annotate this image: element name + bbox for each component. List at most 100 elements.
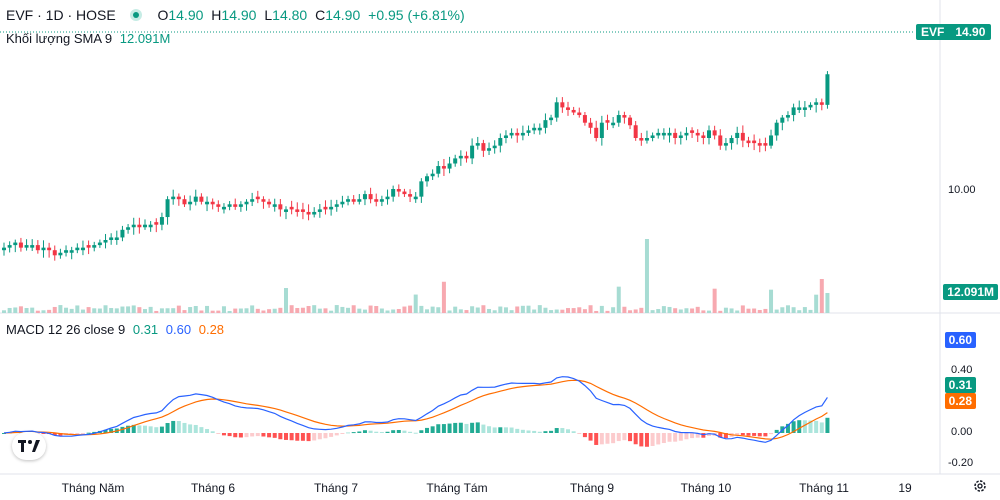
candle-body [639,138,644,141]
volume-label: Khối lượng SMA 9 [6,31,113,46]
volume-bar [520,305,525,313]
macd-hist-bar [109,428,114,433]
volume-bar [611,307,616,313]
macd-hist-bar [221,433,226,436]
candle-body [588,122,593,128]
macd-hist-bar [690,433,695,439]
candle-body [509,132,514,136]
volume-bar [492,310,497,313]
candle-body [295,209,300,212]
volume-bar [413,294,418,313]
volume-bar [148,306,153,313]
volume-bar [752,308,757,313]
volume-bar [577,307,582,313]
volume-bar [740,305,745,313]
macd-hist-bar [41,433,46,434]
candle-body [250,199,255,202]
volume-bar [35,310,40,313]
macd-hist-bar [329,433,334,437]
macd-hist-bar [644,433,649,447]
candle-body [75,247,80,251]
candle-body [193,196,198,202]
candle-body [464,155,469,159]
macd-hist-bar [599,433,604,445]
macd-signal-tag: 0.28 [944,393,976,409]
macd-hist-bar [718,433,723,438]
macd-hist-bar [267,433,272,438]
volume-bar [408,305,413,313]
macd-legend: MACD 12 26 close 9 0.31 0.60 0.28 [6,322,224,337]
candle-body [785,115,790,118]
chart-grid [0,0,1000,475]
macd-hist-bar [650,433,655,446]
volume-bar [487,308,492,313]
candle-body [752,140,757,144]
volume-bar [244,308,249,313]
x-tick-label: Tháng Năm [61,481,125,495]
macd-hist-bar [391,430,396,433]
macd-hist-bar [323,433,328,439]
macd-hist-bar [543,431,548,433]
candle-body [441,166,446,169]
candle-body [233,204,238,207]
candle-body [216,204,221,207]
macd-hist-bar [735,433,740,435]
volume-bar [86,307,91,313]
macd-hist-bar [75,433,80,434]
volume-bar [498,306,503,313]
macd-hist-bar [425,427,429,433]
volume-bar [785,305,790,313]
candle-body [278,204,283,210]
symbol-price-tag: EVF 14.90 [916,24,992,40]
candle-body [131,224,136,228]
candle-body [481,143,486,151]
volume-bar [216,310,221,313]
macd-hist-bar [334,433,339,436]
volume-bar [458,309,463,313]
volume-bar [453,306,458,313]
candle-body [227,204,232,207]
macd-hist-bar [255,433,260,437]
candle-body [554,102,559,118]
macd-hist-bar [458,422,463,433]
candle-body [199,196,204,202]
candle-body [176,196,181,200]
tradingview-logo-icon[interactable] [12,432,46,460]
candle-body [566,107,570,110]
volume-bar [289,305,294,313]
macd-hist-bar [176,421,181,433]
price-tag-symbol: EVF [921,25,945,39]
volume-bar [729,308,734,313]
low-value: 14.80 [272,7,308,23]
volume-bar [554,309,559,313]
candle-body [419,181,424,197]
macd-hist-bar [368,430,373,433]
candle-body [58,252,63,256]
volume-bar [272,308,277,313]
macd-hist-bar [560,428,565,433]
candle-body [436,166,441,174]
macd-hist-bar [616,433,621,442]
macd-hist-tag: 0.31 [944,377,976,393]
volume-bar [515,306,520,313]
volume-bar [616,286,621,313]
volume-bar [712,288,717,313]
candle-body [515,132,520,136]
macd-hist-bar [430,426,435,433]
symbol-legend: EVF · 1D · HOSE O14.90 H14.90 L14.80 C14… [6,7,465,23]
candle-body [582,115,587,123]
candle-body [661,132,666,136]
macd-hist-bar [554,428,559,433]
macd-axis-tick: 0.00 [951,426,973,438]
macd-hist-bar [582,433,587,438]
volume-bar [58,305,63,313]
candle-body [148,224,153,228]
macd-hist-bar [362,430,367,433]
macd-hist-bar [126,425,131,433]
candle-body [780,117,785,123]
candle-body [458,155,463,159]
settings-gear-icon[interactable] [972,478,988,494]
macd-hist-bar [639,433,644,447]
volume-bar [791,307,796,313]
